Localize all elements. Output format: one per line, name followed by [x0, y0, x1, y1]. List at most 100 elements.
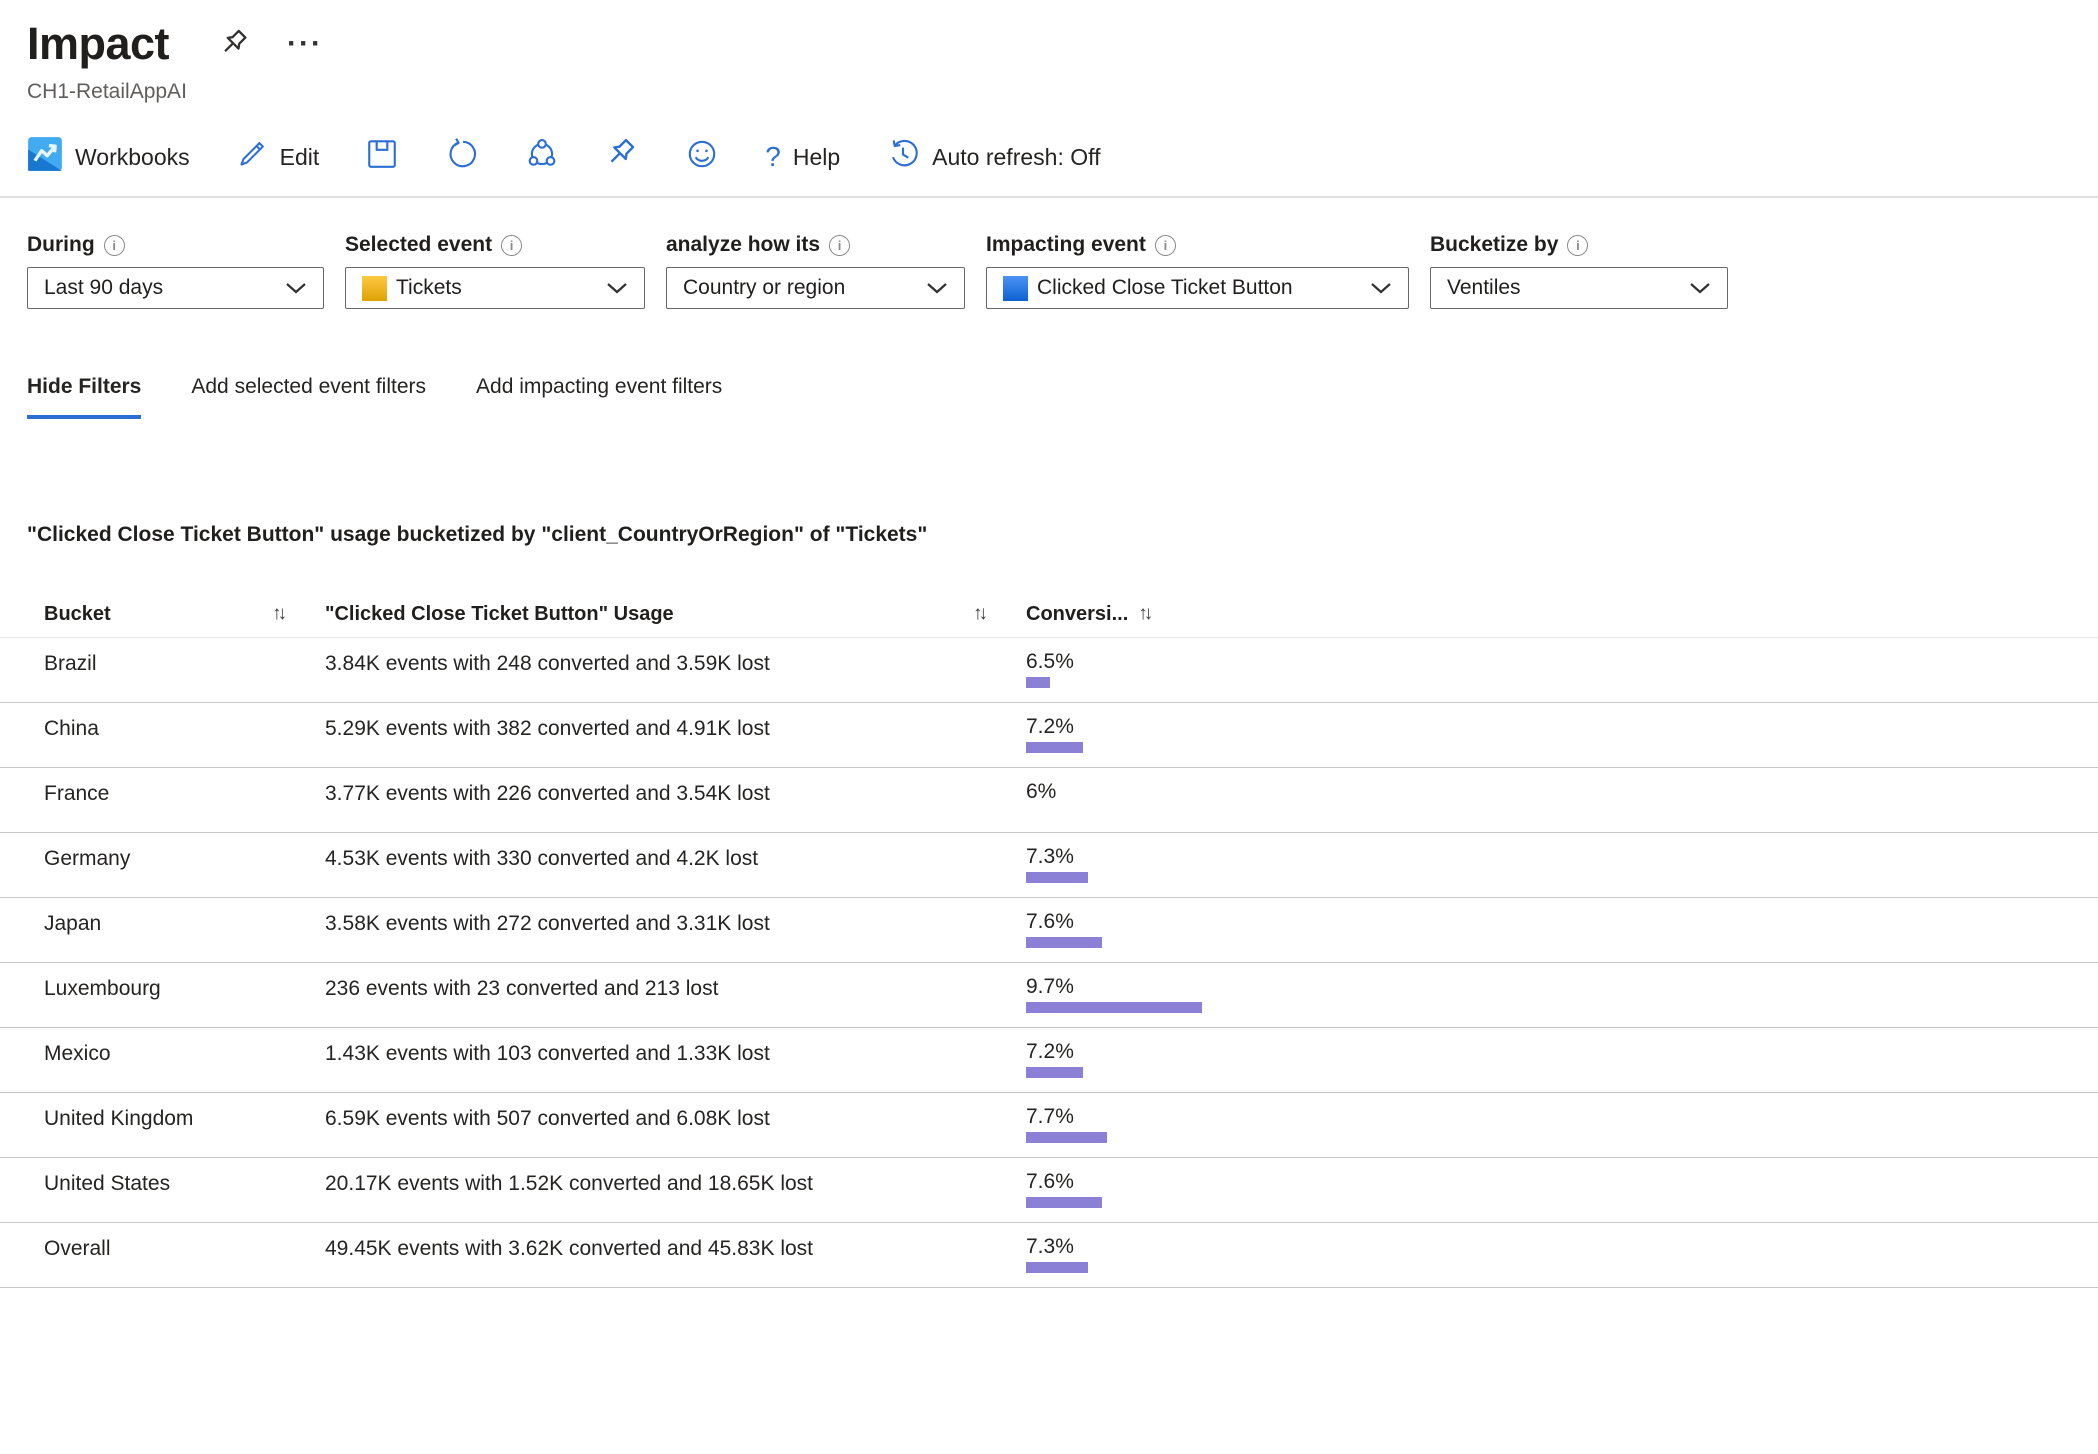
- filter-analyze-how: analyze how its Country or region: [666, 232, 965, 309]
- info-icon[interactable]: [1567, 234, 1589, 256]
- resource-name: CH1-RetailAppAI: [27, 80, 187, 103]
- tab-add-impacting-event-filters[interactable]: Add impacting event filters: [476, 375, 723, 398]
- pin-workbook-icon[interactable]: [219, 28, 251, 60]
- conversion-cell: 7.2%: [1026, 1028, 1586, 1078]
- filter-bar: During Last 90 days Selected event Ticke…: [0, 232, 2098, 309]
- impacting-event-dropdown[interactable]: Clicked Close Ticket Button: [986, 267, 1409, 309]
- more-options-icon[interactable]: [287, 39, 323, 49]
- sort-arrows-icon[interactable]: [973, 603, 984, 625]
- column-header-conversion[interactable]: Conversi...: [1026, 603, 1586, 626]
- sort-arrows-icon[interactable]: [272, 603, 283, 625]
- selected-event-label: Selected event: [345, 233, 493, 256]
- conversion-cell: 7.6%: [1026, 1158, 1586, 1208]
- impacting-event-label: Impacting event: [986, 233, 1146, 256]
- toolbar: Workbooks Edit: [0, 128, 2098, 186]
- table-row-overall[interactable]: Overall 49.45K events with 3.62K convert…: [0, 1223, 2098, 1288]
- table-row-united-states[interactable]: United States 20.17K events with 1.52K c…: [0, 1158, 2098, 1223]
- table-header-row: Bucket "Clicked Close Ticket Button" Usa…: [0, 591, 2098, 638]
- column-header-usage[interactable]: "Clicked Close Ticket Button" Usage: [325, 603, 1026, 626]
- conversion-bar: [1026, 1262, 1088, 1273]
- edit-label: Edit: [279, 143, 320, 170]
- table-row-mexico[interactable]: Mexico 1.43K events with 103 converted a…: [0, 1028, 2098, 1093]
- conversion-percent: 7.6%: [1026, 910, 1074, 933]
- table-row-luxembourg[interactable]: Luxembourg 236 events with 23 converted …: [0, 963, 2098, 1028]
- conversion-cell: 7.2%: [1026, 703, 1586, 753]
- refresh-button[interactable]: [445, 137, 479, 177]
- bucketize-by-dropdown[interactable]: Ventiles: [1430, 267, 1728, 309]
- help-button[interactable]: Help: [765, 141, 840, 173]
- conversion-cell: 7.6%: [1026, 898, 1586, 948]
- share-button[interactable]: [525, 137, 559, 177]
- conversion-cell: 6.5%: [1026, 638, 1586, 688]
- edit-button[interactable]: Edit: [236, 138, 320, 176]
- bucket-cell: Luxembourg: [44, 977, 161, 1000]
- results-table: Bucket "Clicked Close Ticket Button" Usa…: [0, 591, 2098, 1288]
- save-floppy-icon: [365, 137, 399, 177]
- conversion-bar: [1026, 1197, 1102, 1208]
- auto-refresh-label: Auto refresh: Off: [932, 143, 1101, 170]
- bucket-cell: China: [44, 717, 99, 740]
- table-row-france[interactable]: France 3.77K events with 226 converted a…: [0, 768, 2098, 833]
- usage-cell: 3.84K events with 248 converted and 3.59…: [325, 652, 770, 675]
- usage-cell: 5.29K events with 382 converted and 4.91…: [325, 717, 770, 740]
- analyze-how-dropdown[interactable]: Country or region: [666, 267, 965, 309]
- during-label: During: [27, 233, 95, 256]
- feedback-button[interactable]: [685, 137, 719, 177]
- usage-cell: 3.58K events with 272 converted and 3.31…: [325, 912, 770, 935]
- tab-hide-filters[interactable]: Hide Filters: [27, 375, 142, 419]
- table-row-brazil[interactable]: Brazil 3.84K events with 248 converted a…: [0, 638, 2098, 703]
- selected-event-value: Tickets: [396, 276, 462, 299]
- info-icon[interactable]: [829, 234, 851, 256]
- conversion-bar: [1026, 1002, 1202, 1013]
- refresh-icon: [445, 137, 479, 177]
- column-header-bucket[interactable]: Bucket: [44, 603, 325, 626]
- workbooks-label: Workbooks: [75, 143, 190, 170]
- selected-event-dropdown[interactable]: Tickets: [345, 267, 645, 309]
- bucket-cell: Japan: [44, 912, 102, 935]
- page-title: Impact: [27, 18, 170, 69]
- table-row-japan[interactable]: Japan 3.58K events with 272 converted an…: [0, 898, 2098, 963]
- auto-refresh-button[interactable]: Auto refresh: Off: [886, 137, 1100, 177]
- bucket-cell: Overall: [44, 1237, 111, 1260]
- bucketize-by-label: Bucketize by: [1430, 233, 1559, 256]
- usage-cell: 6.59K events with 507 converted and 6.08…: [325, 1107, 770, 1130]
- table-row-united-kingdom[interactable]: United Kingdom 6.59K events with 507 con…: [0, 1093, 2098, 1158]
- bucketize-by-value: Ventiles: [1447, 276, 1521, 299]
- usage-cell: 3.77K events with 226 converted and 3.54…: [325, 782, 770, 805]
- during-value: Last 90 days: [44, 276, 164, 299]
- info-icon[interactable]: [103, 234, 125, 256]
- impacting-event-value: Clicked Close Ticket Button: [1037, 276, 1293, 299]
- conversion-bar: [1026, 937, 1102, 948]
- conversion-cell: 6%: [1026, 768, 1586, 804]
- chevron-down-icon: [273, 282, 307, 294]
- results-title: "Clicked Close Ticket Button" usage buck…: [27, 523, 928, 546]
- conversion-bar: [1026, 677, 1050, 688]
- conversion-bar: [1026, 742, 1083, 753]
- sort-arrows-icon[interactable]: [1138, 603, 1149, 625]
- info-icon[interactable]: [501, 234, 523, 256]
- filter-impacting-event: Impacting event Clicked Close Ticket But…: [986, 232, 1409, 309]
- analyze-how-value: Country or region: [683, 276, 846, 299]
- usage-cell: 20.17K events with 1.52K converted and 1…: [325, 1172, 813, 1195]
- conversion-cell: 9.7%: [1026, 963, 1586, 1013]
- workbooks-button[interactable]: Workbooks: [27, 136, 190, 178]
- table-row-germany[interactable]: Germany 4.53K events with 330 converted …: [0, 833, 2098, 898]
- bucket-cell: Germany: [44, 847, 131, 870]
- help-label: Help: [792, 143, 841, 170]
- table-row-china[interactable]: China 5.29K events with 382 converted an…: [0, 703, 2098, 768]
- filter-bucketize-by: Bucketize by Ventiles: [1430, 232, 1728, 309]
- info-icon[interactable]: [1154, 234, 1176, 256]
- conversion-cell: 7.3%: [1026, 833, 1586, 883]
- conversion-bar: [1026, 872, 1088, 883]
- bucket-cell: United Kingdom: [44, 1107, 194, 1130]
- chevron-down-icon: [1358, 282, 1392, 294]
- smiley-icon: [685, 137, 719, 177]
- pin-button[interactable]: [605, 137, 639, 177]
- edit-pencil-icon: [236, 138, 268, 176]
- bucket-cell: France: [44, 782, 110, 805]
- bucket-cell: United States: [44, 1172, 171, 1195]
- conversion-percent: 9.7%: [1026, 975, 1074, 998]
- during-dropdown[interactable]: Last 90 days: [27, 267, 324, 309]
- save-button[interactable]: [365, 137, 399, 177]
- tab-add-selected-event-filters[interactable]: Add selected event filters: [191, 375, 427, 398]
